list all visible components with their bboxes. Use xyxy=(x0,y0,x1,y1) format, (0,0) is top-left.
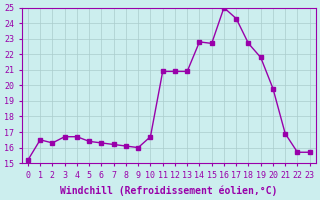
X-axis label: Windchill (Refroidissement éolien,°C): Windchill (Refroidissement éolien,°C) xyxy=(60,185,277,196)
